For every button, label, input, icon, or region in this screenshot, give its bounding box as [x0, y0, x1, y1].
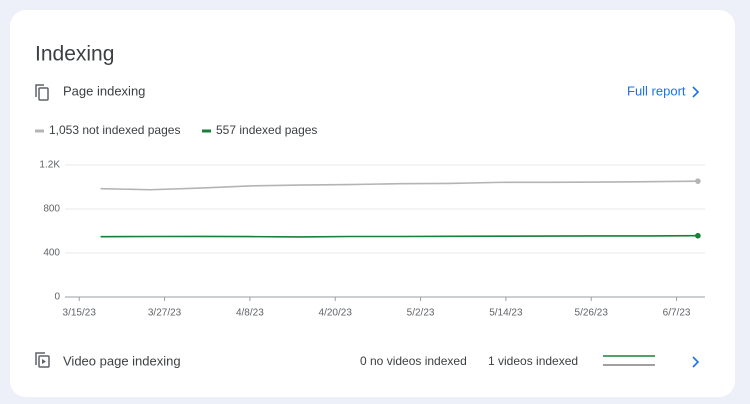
card — [10, 10, 735, 397]
series-line — [100, 234, 698, 238]
x-tick-label: 5/26/23 — [575, 308, 609, 319]
end-point — [695, 178, 701, 184]
page-icon — [35, 84, 49, 101]
x-tick-label: 5/2/23 — [407, 308, 435, 319]
y-tick-label: 400 — [43, 248, 60, 259]
y-tick-label: 0 — [54, 292, 60, 303]
card-title: Indexing — [35, 43, 114, 66]
x-tick-label: 4/8/23 — [236, 308, 264, 319]
legend-label: 1,053 not indexed pages — [49, 123, 180, 137]
section-title[interactable]: Page indexing — [63, 83, 145, 98]
chevron[interactable] — [692, 356, 700, 368]
x-tick-label: 5/14/23 — [489, 308, 523, 319]
series-line — [100, 180, 698, 191]
y-tick-label: 800 — [43, 204, 60, 215]
end-point — [695, 232, 701, 239]
chevron[interactable] — [692, 86, 700, 98]
x-tick-label: 3/15/23 — [63, 308, 97, 319]
full-report-link[interactable]: Full report — [627, 83, 686, 98]
video-indexed: 1 videos indexed — [488, 354, 578, 368]
video-icon — [35, 352, 50, 368]
video-not-indexed: 0 no videos indexed — [360, 354, 467, 368]
x-tick-label: 3/27/23 — [148, 308, 182, 319]
x-tick-label: 6/7/23 — [663, 308, 691, 319]
x-tick-label: 4/20/23 — [319, 308, 353, 319]
legend-label: 557 indexed pages — [216, 123, 317, 137]
video-title[interactable]: Video page indexing — [63, 353, 181, 368]
y-tick-label: 1.2K — [39, 160, 60, 171]
